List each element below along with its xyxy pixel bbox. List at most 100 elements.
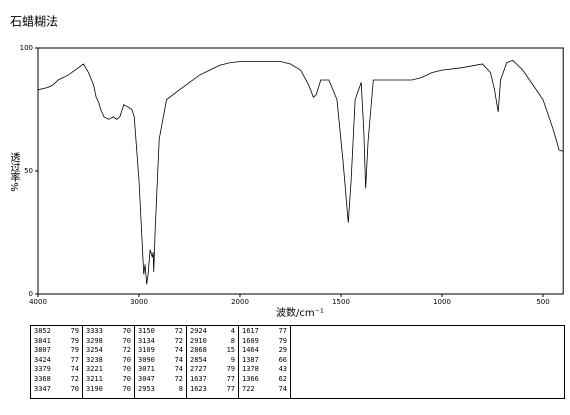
peak-transmittance: 74 (278, 384, 287, 393)
peak-wavenumber: 3047 (138, 374, 155, 383)
peak-wavenumber: 3368 (34, 374, 51, 383)
peak-transmittance: 70 (122, 327, 131, 335)
peak-wavenumber: 3071 (138, 365, 155, 374)
peak-wavenumber: 722 (242, 384, 255, 393)
peak-wavenumber: 1387 (242, 355, 259, 364)
peak-transmittance: 74 (70, 365, 79, 374)
peak-wavenumber: 3254 (86, 346, 103, 355)
peak-transmittance: 74 (174, 365, 183, 374)
peak-transmittance: 8 (230, 336, 235, 345)
y-axis-label: 透过率% (8, 152, 20, 192)
peak-wavenumber: 3347 (34, 384, 51, 393)
peak-entry: 3190 70 (86, 385, 131, 395)
peak-entry: 3254 72 (86, 346, 131, 356)
peak-wavenumber: 2953 (138, 384, 155, 393)
peak-transmittance: 70 (70, 384, 79, 393)
peak-wavenumber: 1366 (242, 374, 259, 383)
peak-column: 3852 79 3841 79 3807 79 3424 77 3379 74 3368 72 3347… (30, 325, 83, 399)
peak-entry: 1378 43 (242, 365, 287, 375)
peak-entry: 1464 29 (242, 346, 287, 356)
peak-transmittance: 29 (278, 346, 287, 355)
peak-wavenumber: 1623 (190, 384, 207, 393)
y-tick-label: 100 (20, 44, 33, 52)
peak-transmittance: 79 (278, 336, 287, 345)
peak-transmittance: 79 (70, 336, 79, 345)
peak-wavenumber: 3090 (138, 355, 155, 364)
peak-transmittance: 77 (70, 355, 79, 364)
x-tick-label: 4000 (29, 298, 47, 306)
peak-transmittance: 15 (226, 346, 235, 355)
peak-entry: 3109 74 (138, 346, 183, 356)
peak-transmittance: 72 (174, 336, 183, 345)
chart-title: 石蜡糊法 (10, 14, 58, 29)
peak-transmittance: 79 (70, 327, 79, 335)
peak-transmittance: 74 (174, 355, 183, 364)
peak-wavenumber: 1464 (242, 346, 259, 355)
peak-row: 3852 79 3841 79 3807 79 3424 77 3379 74 3368 72 3347… (30, 325, 565, 399)
peak-entry: 1366 62 (242, 375, 287, 385)
peak-entry: 722 74 (242, 385, 287, 395)
peak-wavenumber: 3190 (86, 384, 103, 393)
peak-entry: 3852 79 (34, 327, 79, 337)
peak-wavenumber: 3852 (34, 327, 51, 335)
x-axis-label: 波数/cm⁻¹ (276, 306, 324, 319)
peak-transmittance: 70 (122, 384, 131, 393)
peak-transmittance: 74 (174, 346, 183, 355)
peak-wavenumber: 3109 (138, 346, 155, 355)
peak-wavenumber: 3150 (138, 327, 155, 335)
peak-transmittance: 72 (122, 346, 131, 355)
peak-wavenumber: 3841 (34, 336, 51, 345)
peak-column: 3333 70 3298 70 3254 72 3238 70 3221 70 3211 70 3190… (82, 325, 135, 399)
peak-entry: 2727 79 (190, 365, 235, 375)
peak-transmittance: 70 (122, 365, 131, 374)
peak-wavenumber: 2868 (190, 346, 207, 355)
peak-wavenumber: 1617 (242, 327, 259, 335)
x-tick-label: 2000 (231, 298, 249, 306)
peak-entry: 3807 79 (34, 346, 79, 356)
peak-entry: 1617 77 (242, 327, 287, 337)
peak-table: 3852 79 3841 79 3807 79 3424 77 3379 74 3368 72 3347… (30, 325, 565, 399)
peak-transmittance: 70 (122, 374, 131, 383)
x-tick-label: 1000 (433, 298, 451, 306)
peak-entry: 2953 8 (138, 385, 183, 395)
peak-transmittance: 79 (226, 365, 235, 374)
peak-transmittance: 66 (278, 355, 287, 364)
peak-wavenumber: 3134 (138, 336, 155, 345)
peak-entry: 2924 4 (190, 327, 235, 337)
peak-transmittance: 62 (278, 374, 287, 383)
peak-transmittance: 70 (122, 336, 131, 345)
peak-entry: 3333 70 (86, 327, 131, 337)
peak-entry: 3090 74 (138, 356, 183, 366)
empty-cell (290, 325, 565, 399)
peak-entry: 3134 72 (138, 337, 183, 347)
peak-entry: 3150 72 (138, 327, 183, 337)
peak-entry: 3071 74 (138, 365, 183, 375)
peak-entry: 3238 70 (86, 356, 131, 366)
peak-entry: 3841 79 (34, 337, 79, 347)
peak-wavenumber: 1637 (190, 374, 207, 383)
peak-entry: 1387 66 (242, 356, 287, 366)
peak-transmittance: 77 (226, 384, 235, 393)
peak-entry: 2910 8 (190, 337, 235, 347)
y-tick-label: 50 (24, 167, 33, 175)
y-tick-label: 0 (29, 290, 33, 298)
x-tick-label: 1500 (332, 298, 350, 306)
x-tick-label: 3000 (130, 298, 148, 306)
peak-wavenumber: 2924 (190, 327, 207, 335)
peak-transmittance: 77 (278, 327, 287, 335)
peak-transmittance: 70 (122, 355, 131, 364)
peak-transmittance: 79 (70, 346, 79, 355)
peak-entry: 3379 74 (34, 365, 79, 375)
peak-entry: 1623 77 (190, 385, 235, 395)
peak-entry: 3368 72 (34, 375, 79, 385)
peak-entry: 1609 79 (242, 337, 287, 347)
peak-wavenumber: 1378 (242, 365, 259, 374)
peak-wavenumber: 3238 (86, 355, 103, 364)
peak-wavenumber: 3333 (86, 327, 103, 335)
x-tick-label: 500 (536, 298, 549, 306)
peak-column: 3150 72 3134 72 3109 74 3090 74 3071 74 3047 72 2953… (134, 325, 187, 399)
peak-transmittance: 8 (178, 384, 183, 393)
peak-entry: 1637 77 (190, 375, 235, 385)
peak-transmittance: 43 (278, 365, 287, 374)
